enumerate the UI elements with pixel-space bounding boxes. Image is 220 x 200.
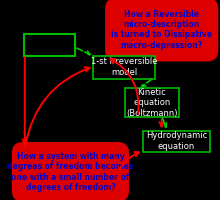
- Text: Hydrodynamic
equation: Hydrodynamic equation: [146, 131, 207, 151]
- Text: How a Reversible
micro-description
is turned to Dissipative
macro-depression?: How a Reversible micro-description is tu…: [111, 10, 212, 50]
- FancyBboxPatch shape: [93, 56, 155, 79]
- Text: How a system with many
degrees of freedom becomes
one with a small number of
deg: How a system with many degrees of freedo…: [7, 152, 134, 192]
- FancyBboxPatch shape: [24, 34, 75, 56]
- FancyBboxPatch shape: [13, 143, 128, 200]
- FancyBboxPatch shape: [143, 131, 210, 152]
- Text: Kinetic
equation
(Boltzmann): Kinetic equation (Boltzmann): [126, 88, 178, 118]
- FancyBboxPatch shape: [106, 0, 217, 60]
- Text: 1-st Irreversible
model: 1-st Irreversible model: [91, 57, 157, 77]
- FancyBboxPatch shape: [125, 88, 179, 117]
